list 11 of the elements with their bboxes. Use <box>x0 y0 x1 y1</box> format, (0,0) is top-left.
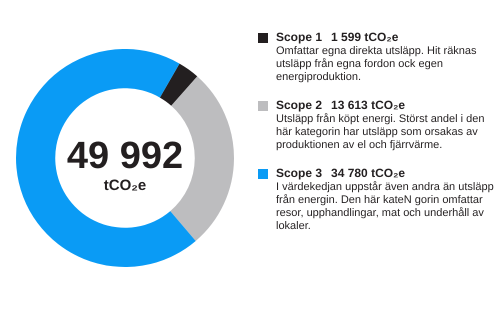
legend-label: Scope 3 <box>276 166 322 180</box>
data-label: 34 780 tCO₂e <box>331 166 406 180</box>
legend-label: Scope 2 <box>276 98 322 112</box>
data-label: 1 599 tCO₂e <box>331 30 398 44</box>
text: tCO₂e <box>104 177 146 194</box>
text: Utsläpp från köpt energi. Störst andel i den här kategorin har utsläpp som orsakas av produktionen av el och fjärrvärme. <box>276 113 486 152</box>
data-label: 13 613 tCO₂e <box>331 98 406 112</box>
legend-label: Scope 1 <box>276 30 322 44</box>
text: Omfattar egna direkta utsläpp. Hit räknas utsläpp från egna fordon ock egen energiproduktion. <box>276 45 478 84</box>
text: 49 992 <box>66 135 184 177</box>
text: I värdekedjan uppstår även andra än utsläpp från energin. Den här kateN gorin omfattar resor, upphandlingar, mat och underhåll av lokaler. <box>276 181 495 233</box>
